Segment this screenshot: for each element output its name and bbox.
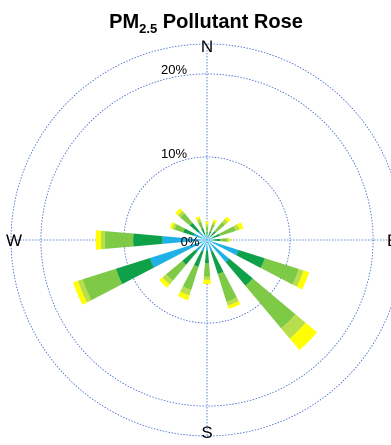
petal-67.5-band-0 xyxy=(207,237,213,240)
petal-0-band-2 xyxy=(205,226,209,232)
chart-title-prefix: PM xyxy=(109,11,139,33)
petal-67.5-band-4 xyxy=(237,222,244,230)
petal-180-band-0 xyxy=(206,240,208,251)
petal-337.5-band-2 xyxy=(198,221,204,229)
ring-label-20: 20% xyxy=(161,62,187,77)
petal-202.5-band-4 xyxy=(177,291,190,301)
petal-45-band-4 xyxy=(224,216,231,223)
petal-67.5-band-1 xyxy=(212,233,220,239)
petal-225-band-4 xyxy=(159,277,170,288)
petal-315-band-0 xyxy=(198,231,207,240)
petal-292.5-band-4 xyxy=(169,221,175,230)
petal-22.5-band-0 xyxy=(207,236,209,240)
petal-270-band-0 xyxy=(162,236,207,244)
petal-225-band-1 xyxy=(182,249,198,265)
petal-202.5-band-3 xyxy=(180,286,192,296)
direction-west-label: W xyxy=(6,231,22,250)
petal-157.5-band-2 xyxy=(217,271,237,302)
direction-east-label: E xyxy=(387,231,391,250)
chart-title: PM2.5 Pollutant Rose xyxy=(109,11,303,36)
direction-south-label: S xyxy=(201,423,212,442)
petal-337.5-band-0 xyxy=(204,234,207,240)
petal-247.5-band-2 xyxy=(82,268,123,301)
direction-north-label: N xyxy=(201,37,213,56)
petal-0-band-3 xyxy=(205,224,209,227)
petal-315-band-1 xyxy=(189,222,200,233)
petal-315-band-3 xyxy=(177,210,185,218)
petal-180-band-1 xyxy=(204,250,210,264)
petal-135-band-0 xyxy=(207,240,230,263)
petal-45-band-3 xyxy=(221,219,228,226)
petal-315-band-4 xyxy=(175,208,183,216)
ring-label-0: 0% xyxy=(181,234,200,249)
chart-title-suffix: Pollutant Rose xyxy=(157,11,303,33)
petal-112.5-band-4 xyxy=(296,270,310,290)
petal-157.5-band-0 xyxy=(207,240,213,252)
petal-247.5-band-4 xyxy=(73,280,87,305)
petal-0-band-0 xyxy=(206,236,208,240)
petal-45-band-2 xyxy=(214,222,225,233)
petal-67.5-band-2 xyxy=(218,226,236,237)
petal-90-band-2 xyxy=(220,238,227,242)
petal-135-band-2 xyxy=(245,278,296,329)
petal-270-band-4 xyxy=(95,230,102,250)
petal-157.5-band-1 xyxy=(210,251,224,275)
petal-90-band-0 xyxy=(207,239,214,241)
petal-22.5-band-1 xyxy=(208,231,212,237)
petal-22.5-band-3 xyxy=(211,221,216,226)
petal-270-band-1 xyxy=(133,233,163,247)
petal-0-band-1 xyxy=(206,231,208,237)
petal-292.5-band-1 xyxy=(183,228,195,236)
petal-112.5-band-0 xyxy=(207,240,239,256)
petal-112.5-band-2 xyxy=(260,258,299,285)
petal-180-band-2 xyxy=(203,263,211,277)
petal-315-band-2 xyxy=(180,213,193,226)
petals xyxy=(73,208,318,351)
petal-112.5-band-1 xyxy=(236,249,265,268)
petal-225-band-2 xyxy=(166,260,187,281)
grid-ring-20 xyxy=(40,73,374,407)
petal-202.5-band-0 xyxy=(201,240,207,252)
petal-337.5-band-3 xyxy=(196,218,202,224)
petal-45-band-1 xyxy=(210,231,216,237)
petal-225-band-3 xyxy=(162,274,173,285)
petal-90-band-4 xyxy=(228,237,231,243)
petal-135-band-3 xyxy=(281,314,306,339)
petal-22.5-band-2 xyxy=(209,224,215,232)
petal-45-band-0 xyxy=(207,236,211,240)
petal-112.5-band-3 xyxy=(292,268,304,287)
petal-337.5-band-1 xyxy=(201,228,206,235)
petal-180-band-3 xyxy=(203,276,211,280)
petal-0-band-4 xyxy=(205,221,209,225)
ring-label-10: 10% xyxy=(161,146,187,161)
petal-337.5-band-4 xyxy=(195,216,201,221)
petal-292.5-band-3 xyxy=(172,223,177,230)
petal-270-band-3 xyxy=(100,230,106,250)
petal-247.5-band-1 xyxy=(115,257,154,285)
petal-157.5-band-3 xyxy=(226,297,239,306)
petal-180-band-4 xyxy=(203,279,211,285)
petal-135-band-1 xyxy=(225,258,253,286)
petal-22.5-band-4 xyxy=(212,219,217,224)
petal-135-band-4 xyxy=(289,322,318,351)
petal-225-band-0 xyxy=(195,240,207,252)
petal-90-band-3 xyxy=(226,238,229,242)
petal-292.5-band-2 xyxy=(174,224,185,233)
petal-67.5-band-3 xyxy=(233,224,240,232)
petal-202.5-band-2 xyxy=(182,265,199,290)
petal-202.5-band-1 xyxy=(193,250,204,267)
petal-157.5-band-4 xyxy=(227,301,241,309)
petal-292.5-band-0 xyxy=(193,233,207,240)
petal-247.5-band-3 xyxy=(77,279,92,303)
petal-247.5-band-0 xyxy=(149,240,207,268)
petal-270-band-2 xyxy=(104,231,134,249)
chart-title-subscript: 2.5 xyxy=(139,21,157,36)
petal-90-band-1 xyxy=(213,238,221,242)
